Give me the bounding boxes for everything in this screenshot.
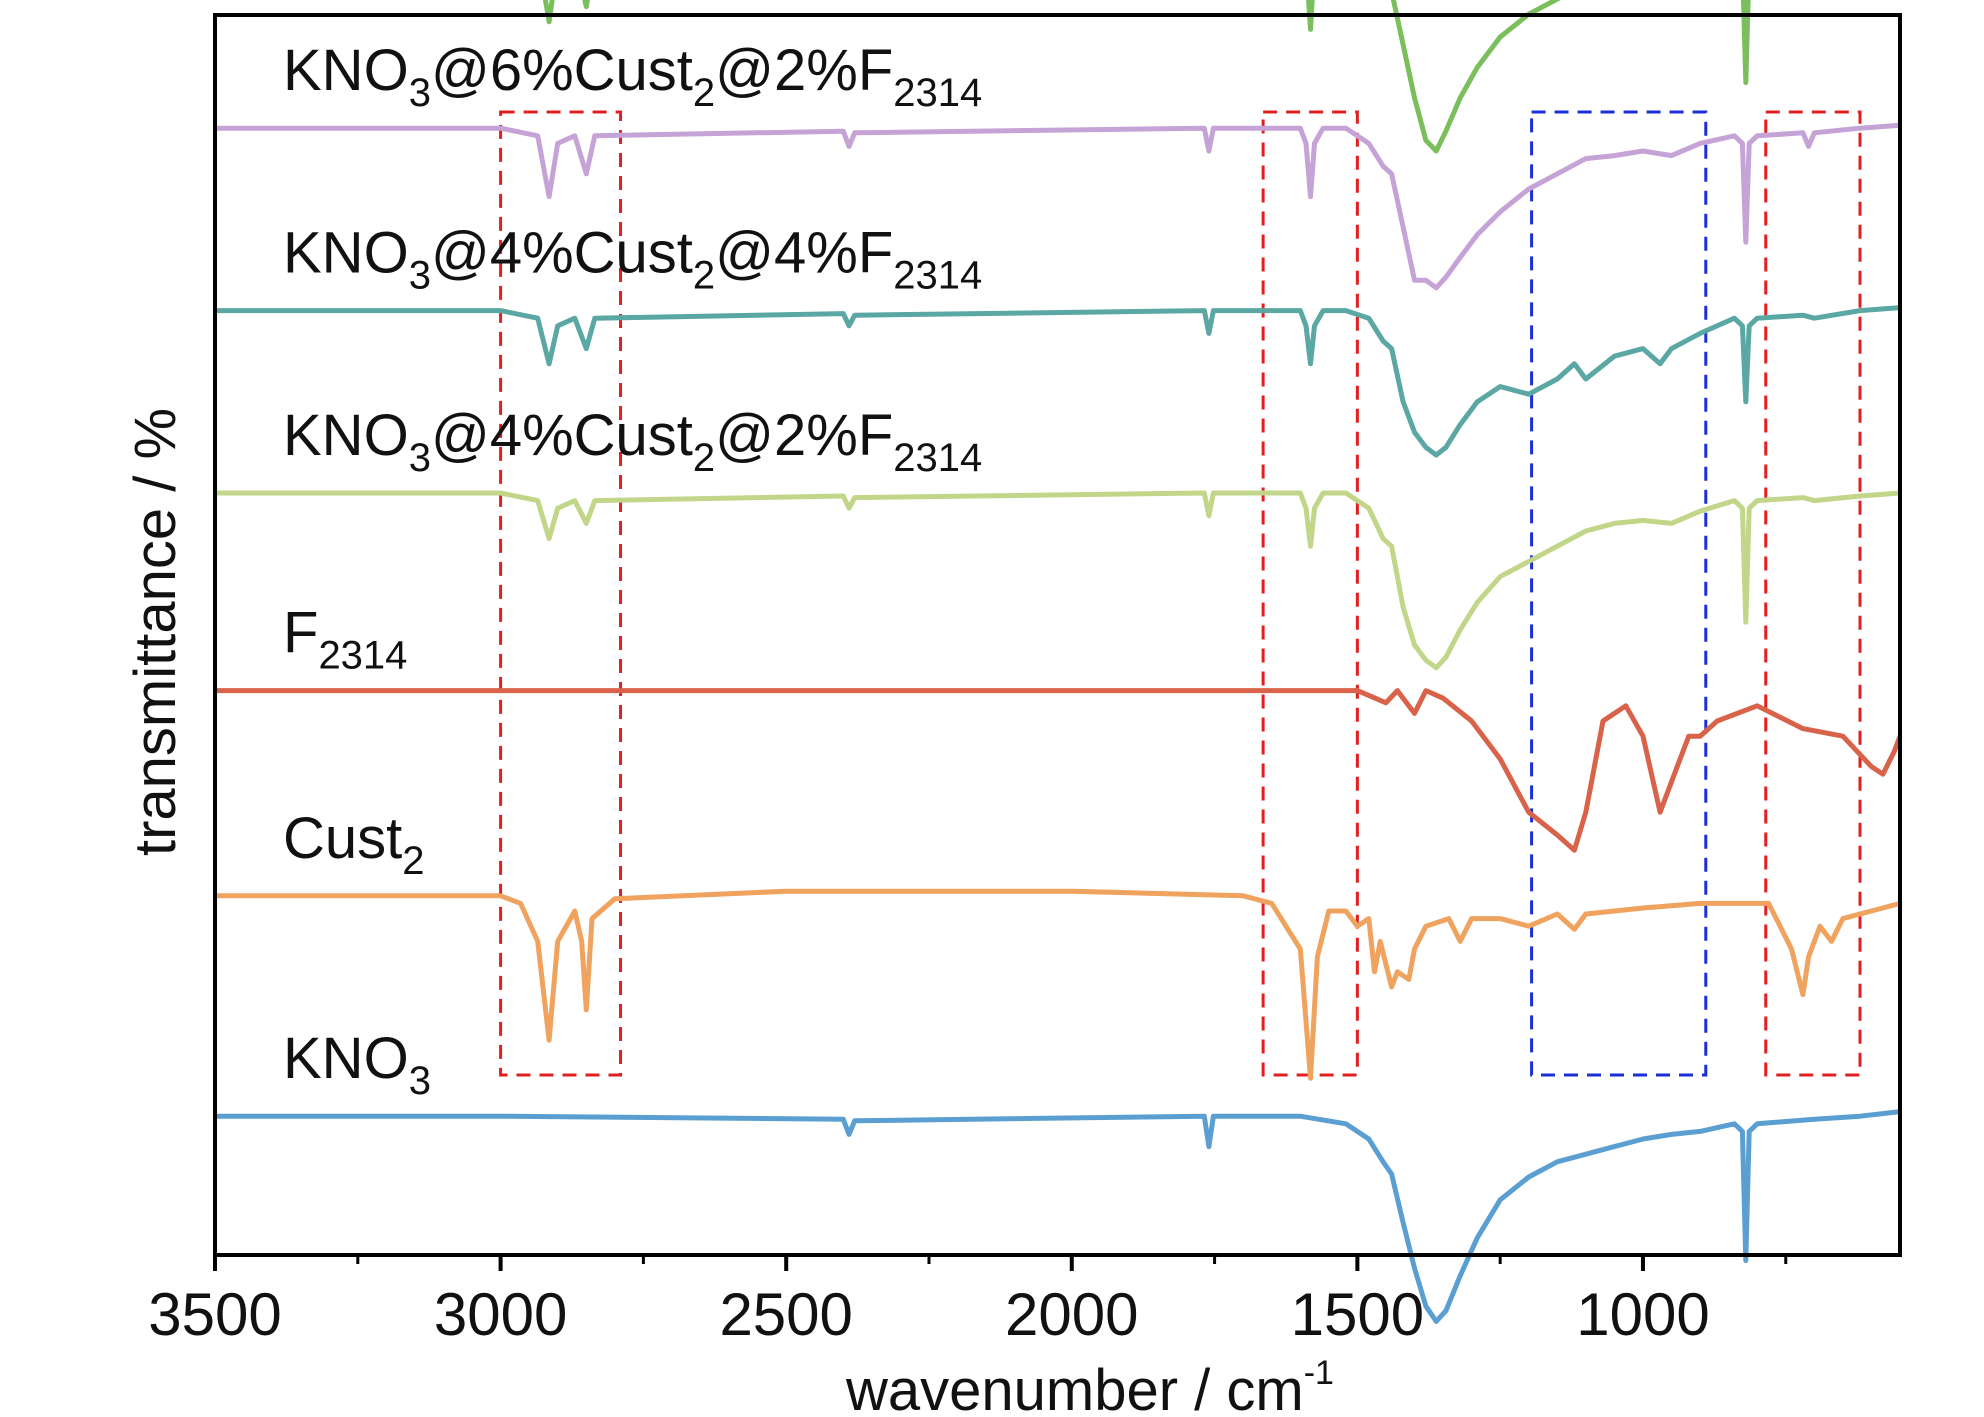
series-line <box>215 888 1901 1081</box>
series-label: KNO3 <box>283 1026 431 1103</box>
series-line <box>215 122 1901 291</box>
series-label-part: Cust <box>283 806 402 871</box>
highlight-box <box>1764 110 1862 1077</box>
series-label-part: 2314 <box>893 254 982 298</box>
x-tick-label: 3000 <box>434 1281 567 1348</box>
series-label: KNO3@6%Cust2@2%F2314 <box>283 38 982 115</box>
x-tick-label: 1000 <box>1576 1281 1709 1348</box>
x-axis-title-sup: -1 <box>1304 1354 1334 1392</box>
x-tick-label: 3500 <box>148 1281 281 1348</box>
series-label-part: KNO <box>283 38 409 103</box>
highlight-box <box>1530 110 1708 1077</box>
series-label-part: @6%Cust <box>431 38 693 103</box>
series-label-part: 3 <box>409 1059 431 1103</box>
series-label-part: @4%Cust <box>431 221 693 286</box>
series-label-part: 3 <box>409 436 431 480</box>
series-label-part: 2314 <box>318 634 407 678</box>
x-tick-label: 2000 <box>1005 1281 1138 1348</box>
spectra-traces <box>215 0 1903 1324</box>
series-line <box>215 688 1903 853</box>
series-label-part: KNO <box>283 221 409 286</box>
series-line <box>215 490 1901 671</box>
highlight-box <box>1261 110 1359 1077</box>
series-label-part: KNO <box>283 1026 409 1091</box>
series-label-part: @4%Cust <box>431 403 693 468</box>
series-label-part: @2%F <box>715 38 893 103</box>
x-axis-ticks: 3500 3000 2500 2000 1500 1000 <box>148 1255 1788 1348</box>
series-label-part: 2 <box>693 436 715 480</box>
series-label: KNO3@4%Cust2@2%F2314 <box>283 403 982 480</box>
x-tick-label: 2500 <box>719 1281 852 1348</box>
highlight-box <box>499 110 623 1077</box>
series-label-part: F <box>283 601 318 666</box>
series-label: F2314 <box>283 601 407 678</box>
series-label-part: 2 <box>693 254 715 298</box>
series-label-part: 2314 <box>893 71 982 115</box>
series-label-part: @4%F <box>715 221 893 286</box>
y-axis-title: transmittance / % <box>123 408 188 856</box>
series-line <box>215 1109 1901 1324</box>
x-axis-title: wavenumber / cm-1 <box>845 1354 1334 1417</box>
plot-frame <box>213 13 1902 1257</box>
series-line <box>215 305 1901 458</box>
series-line <box>542 0 1751 154</box>
x-tick-label: 1500 <box>1291 1281 1424 1348</box>
series-label-part: @2%F <box>715 403 893 468</box>
series-label: KNO3@4%Cust2@4%F2314 <box>283 221 982 298</box>
x-axis-title-main: wavenumber / cm <box>845 1358 1304 1417</box>
series-label-part: 2 <box>693 71 715 115</box>
series-labels: KNO3@6%Cust2@4%F2314KNO3@6%Cust2@2%F2314… <box>283 38 982 1103</box>
series-label-part: 3 <box>409 254 431 298</box>
series-label: Cust2 <box>283 806 425 883</box>
series-label-part: KNO <box>283 403 409 468</box>
series-label-part: 2314 <box>893 436 982 480</box>
series-label-part: 2 <box>402 839 424 883</box>
series-label-part: 3 <box>409 71 431 115</box>
